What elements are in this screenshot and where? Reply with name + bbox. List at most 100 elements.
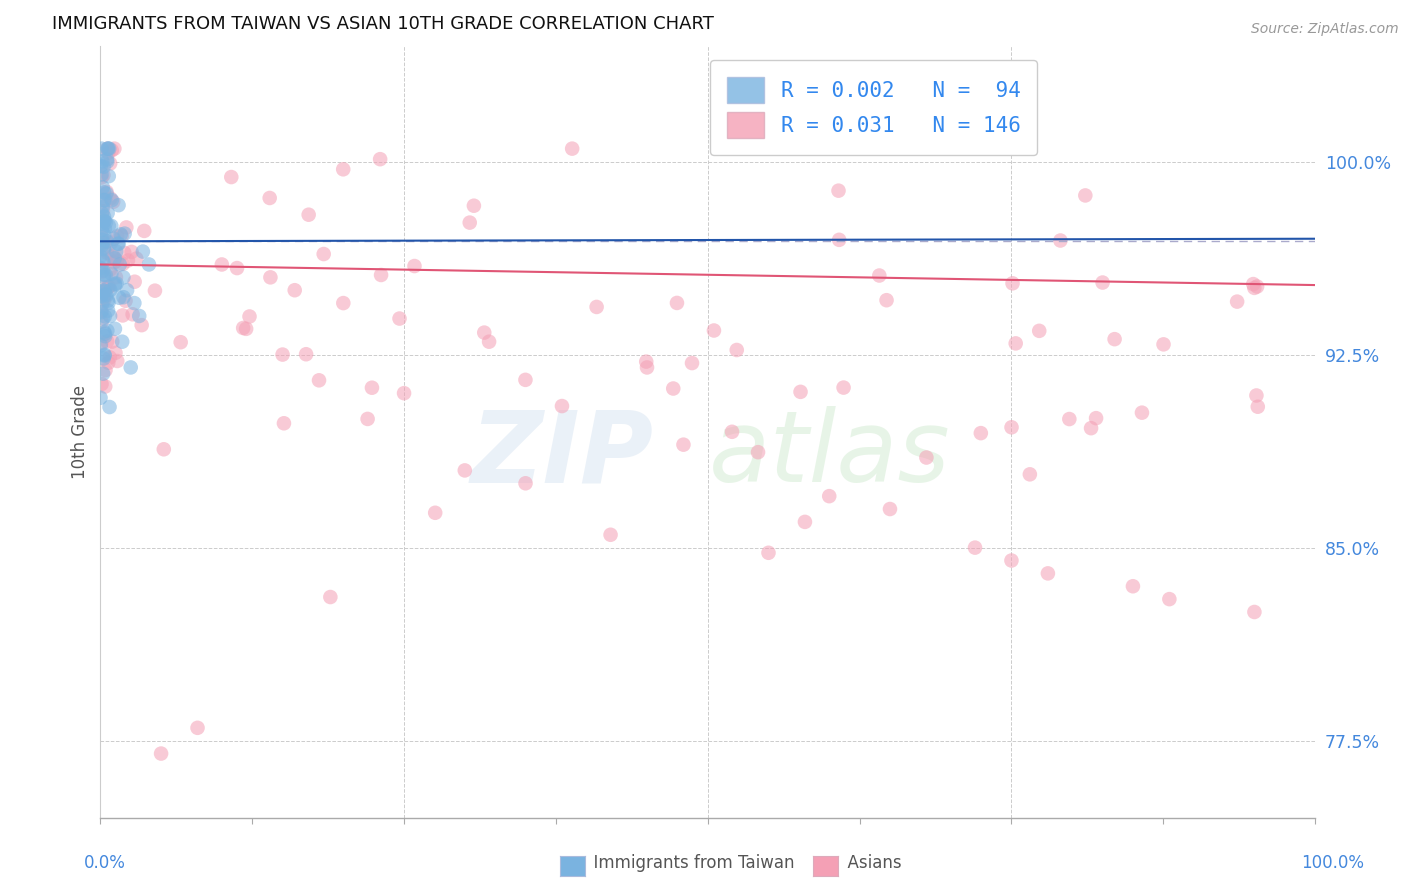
Point bbox=[90, 287, 112, 301]
Point bbox=[93, 293, 115, 307]
Point bbox=[1243, 281, 1265, 295]
Point bbox=[238, 310, 260, 324]
Point bbox=[90, 304, 112, 318]
Point bbox=[90, 167, 112, 181]
Point bbox=[97, 219, 120, 233]
Point bbox=[915, 450, 938, 465]
Point bbox=[93, 227, 115, 242]
Point bbox=[128, 309, 150, 323]
Point bbox=[96, 324, 118, 338]
Point bbox=[388, 311, 411, 326]
Point bbox=[90, 289, 112, 303]
Point bbox=[93, 242, 115, 256]
Point bbox=[665, 296, 688, 310]
Point bbox=[963, 541, 986, 555]
Point bbox=[124, 296, 146, 310]
Point bbox=[828, 233, 851, 247]
Point bbox=[93, 325, 115, 339]
Point bbox=[876, 293, 898, 308]
Point bbox=[143, 284, 166, 298]
Point bbox=[1004, 336, 1026, 351]
Point bbox=[104, 252, 127, 266]
Point bbox=[115, 283, 138, 297]
Point bbox=[284, 283, 307, 297]
Point bbox=[97, 280, 120, 294]
Point bbox=[1246, 388, 1268, 402]
Point bbox=[91, 280, 114, 294]
Point bbox=[259, 191, 281, 205]
Text: 100.0%: 100.0% bbox=[1301, 855, 1364, 872]
Point bbox=[832, 381, 855, 395]
Point bbox=[561, 142, 583, 156]
Point bbox=[98, 400, 121, 414]
Point bbox=[758, 546, 780, 560]
Point bbox=[91, 311, 114, 326]
Point bbox=[89, 249, 111, 263]
Point bbox=[1243, 605, 1265, 619]
Point bbox=[94, 326, 117, 341]
Point bbox=[94, 193, 117, 207]
Point bbox=[91, 235, 114, 250]
Point bbox=[94, 284, 117, 298]
Point bbox=[312, 247, 335, 261]
Point bbox=[425, 506, 447, 520]
Point bbox=[93, 241, 115, 255]
Point bbox=[1001, 277, 1024, 291]
Text: ZIP: ZIP bbox=[471, 407, 654, 503]
Point bbox=[101, 334, 124, 349]
Point bbox=[91, 263, 114, 277]
Point bbox=[108, 257, 131, 271]
Point bbox=[96, 334, 118, 349]
Point bbox=[1247, 400, 1270, 414]
Point bbox=[221, 169, 243, 184]
Point bbox=[117, 253, 139, 268]
Point bbox=[1246, 279, 1268, 293]
Point bbox=[91, 200, 114, 214]
Point bbox=[1000, 420, 1022, 434]
Point bbox=[211, 257, 233, 271]
Point bbox=[454, 463, 477, 477]
Point bbox=[90, 159, 112, 173]
Point bbox=[96, 185, 118, 199]
Point bbox=[104, 346, 127, 360]
Point bbox=[112, 290, 135, 304]
Point bbox=[97, 145, 120, 160]
Point bbox=[93, 268, 115, 282]
Point bbox=[103, 232, 125, 246]
Point bbox=[97, 303, 120, 318]
Point bbox=[121, 307, 143, 321]
Point bbox=[93, 214, 115, 228]
Point bbox=[91, 296, 114, 310]
Point bbox=[97, 293, 120, 308]
Point bbox=[91, 254, 114, 268]
Text: Source: ZipAtlas.com: Source: ZipAtlas.com bbox=[1251, 22, 1399, 37]
Point bbox=[125, 252, 148, 266]
Point bbox=[1159, 592, 1181, 607]
Text: IMMIGRANTS FROM TAIWAN VS ASIAN 10TH GRADE CORRELATION CHART: IMMIGRANTS FROM TAIWAN VS ASIAN 10TH GRA… bbox=[52, 15, 714, 33]
Point bbox=[97, 142, 120, 156]
Point bbox=[96, 235, 118, 249]
Point bbox=[1049, 234, 1071, 248]
Point bbox=[1241, 277, 1264, 291]
Point bbox=[124, 275, 146, 289]
Point bbox=[150, 747, 173, 761]
Point bbox=[585, 300, 607, 314]
Point bbox=[100, 219, 122, 233]
Point bbox=[1059, 412, 1081, 426]
Point bbox=[93, 210, 115, 224]
Point bbox=[111, 228, 134, 243]
Point bbox=[101, 193, 124, 207]
Point bbox=[100, 267, 122, 281]
Point bbox=[970, 426, 993, 441]
Point bbox=[94, 215, 117, 229]
Point bbox=[96, 186, 118, 201]
Point bbox=[551, 399, 574, 413]
Point bbox=[515, 373, 537, 387]
Point bbox=[404, 259, 426, 273]
Point bbox=[94, 329, 117, 343]
Point bbox=[463, 199, 485, 213]
Point bbox=[747, 445, 769, 459]
Point bbox=[111, 334, 134, 349]
Point bbox=[93, 290, 115, 304]
Point bbox=[98, 351, 121, 365]
